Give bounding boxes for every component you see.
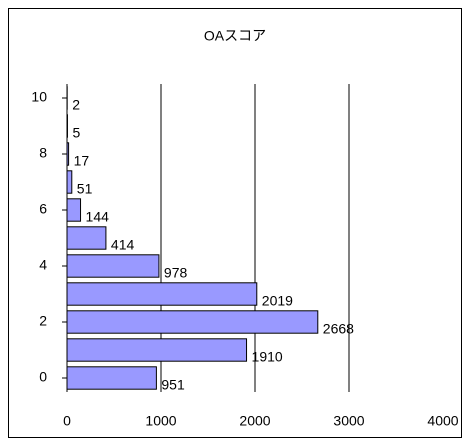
y-tick-label: 0 <box>39 369 47 385</box>
data-label: 414 <box>111 237 135 253</box>
chart-border <box>8 8 462 438</box>
data-label: 51 <box>77 181 93 197</box>
bar <box>66 338 248 362</box>
x-tick-label: 4000 <box>427 413 458 429</box>
data-label: 978 <box>164 265 188 281</box>
x-tick-label: 3000 <box>333 413 364 429</box>
y-tick-label: 6 <box>39 201 47 217</box>
x-tick-label: 1000 <box>145 413 176 429</box>
y-tick-label: 8 <box>39 145 47 161</box>
data-label: 2668 <box>323 321 354 337</box>
bar <box>66 254 160 278</box>
bar <box>66 282 258 306</box>
bar <box>66 310 319 334</box>
x-tick-label: 2000 <box>239 413 270 429</box>
bar <box>66 198 82 222</box>
data-label: 144 <box>86 209 110 225</box>
data-label: 5 <box>72 125 80 141</box>
y-tick-label: 10 <box>31 89 47 105</box>
bar <box>66 170 73 194</box>
data-label: 17 <box>74 153 90 169</box>
bar <box>66 226 107 250</box>
bar <box>66 366 157 390</box>
chart-title: OAスコア <box>204 28 266 44</box>
data-label: 2 <box>72 97 80 113</box>
y-tick-label: 2 <box>39 313 47 329</box>
data-label: 1910 <box>252 349 283 365</box>
data-label: 2019 <box>262 293 293 309</box>
x-tick-label: 0 <box>63 413 71 429</box>
data-label: 951 <box>161 377 185 393</box>
y-tick-label: 4 <box>39 257 47 273</box>
